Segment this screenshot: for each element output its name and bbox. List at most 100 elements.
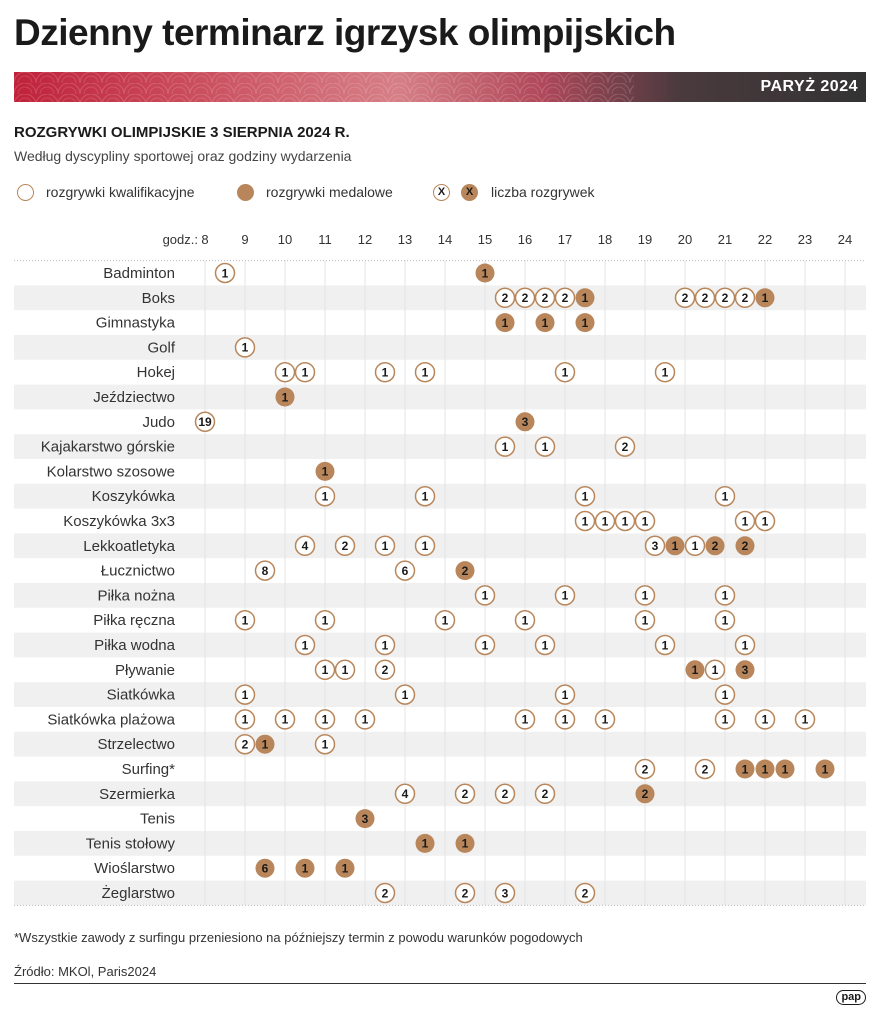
event-count-label: 1 [722,688,729,702]
event-count-label: 1 [242,713,249,727]
qualifying-event-dot [334,535,356,557]
discipline-label: Piłka wodna [94,637,176,654]
qualifying-event-dot [714,609,736,631]
medal-event-dot [355,809,375,829]
discipline-label: Siatkówka plażowa [47,711,175,728]
x-tick-label: 8 [201,232,208,247]
medal-event-dot [455,561,475,581]
qualifying-event-dot [554,287,576,309]
medal-event-dot [275,387,295,407]
row-stripe [14,831,866,856]
qualifying-event-dot [714,485,736,507]
event-count-label: 2 [542,291,549,305]
event-count-label: 2 [702,291,709,305]
medal-event-dot [755,288,775,308]
x-tick-label: 21 [718,232,732,247]
event-count-label: 2 [382,886,389,900]
event-count-label: 1 [582,514,589,528]
x-tick-label: 22 [758,232,772,247]
medal-event-dot [475,263,495,283]
event-count-label: 2 [542,787,549,801]
discipline-label: Surfing* [122,761,176,778]
event-count-label: 1 [422,490,429,504]
qualifying-event-dot [234,337,256,358]
event-count-label: 1 [262,738,269,752]
event-count-label: 2 [462,787,469,801]
event-count-label: 1 [662,366,669,380]
event-count-label: 3 [522,415,529,429]
event-count-label: 2 [502,291,509,305]
event-count-label: 19 [198,415,212,429]
qualifying-event-dot [494,287,516,309]
qualifying-event-dot [374,535,396,557]
qualifying-event-dot [234,733,256,755]
qualifying-event-dot [554,585,576,606]
qualifying-event-dot [704,659,726,681]
qualifying-event-dot [654,634,676,656]
qualifying-event-dot [374,659,396,681]
medal-event-dot [735,536,755,556]
event-count-label: 1 [422,366,429,380]
event-count-label: 6 [262,862,269,876]
qualifying-event-dot [514,609,536,631]
event-count-label: 6 [402,564,409,578]
event-count-label: 4 [302,539,309,553]
qualifying-event-dot [314,733,336,755]
event-count-label: 1 [742,514,749,528]
qualifying-event-dot [634,609,656,631]
x-tick-label: 19 [638,232,652,247]
x-tick-label: 18 [598,232,612,247]
event-count-label: 8 [262,564,269,578]
event-count-label: 2 [702,762,709,776]
x-tick-label: 13 [398,232,412,247]
event-count-label: 1 [722,614,729,628]
x-tick-label: 24 [838,232,852,247]
event-count-label: 1 [622,514,629,528]
event-count-label: 1 [322,713,329,727]
event-count-label: 1 [302,366,309,380]
footnote: *Wszystkie zawody z surfingu przeniesion… [14,930,583,945]
event-count-label: 1 [242,614,249,628]
event-count-label: 1 [382,638,389,652]
qualifying-event-dot [754,510,776,532]
legend-medal-label: rozgrywki medalowe [266,184,393,200]
discipline-label: Strzelectwo [97,736,175,753]
x-tick-label: 10 [278,232,292,247]
event-count-label: 1 [662,638,669,652]
qualifying-event-dot [794,709,816,730]
discipline-label: Badminton [103,265,175,282]
event-count-label: 1 [722,589,729,603]
event-count-label: 1 [282,390,289,404]
legend-qualifying-label: rozgrywki kwalifikacyjne [46,184,195,200]
event-count-label: 1 [522,713,529,727]
discipline-label: Tenis stołowy [86,835,176,852]
event-count-label: 1 [322,738,329,752]
event-count-label: 2 [462,564,469,578]
medal-event-dot [755,759,775,779]
event-count-label: 1 [422,539,429,553]
event-count-label: 1 [522,614,529,628]
qualifying-event-dot [374,882,396,904]
event-count-label: 2 [742,539,749,553]
event-count-label: 1 [782,762,789,776]
event-count-label: 1 [502,440,509,454]
medal-event-dot [415,833,435,853]
qualifying-event-dot [334,659,356,681]
qualifying-event-dot [234,709,256,730]
event-count-label: 1 [562,366,569,380]
discipline-label: Wioślarstwo [94,860,175,877]
qualifying-event-dot [494,436,516,457]
event-count-label: 2 [682,291,689,305]
qualifying-event-dot [494,882,516,904]
event-count-label: 1 [342,663,349,677]
event-count-label: 2 [642,762,649,776]
event-count-label: 1 [722,713,729,727]
discipline-label: Jeździectwo [93,389,175,406]
event-count-label: 1 [322,663,329,677]
x-tick-label: 17 [558,232,572,247]
event-count-label: 1 [762,713,769,727]
qualifying-event-dot [654,361,676,383]
event-count-label: 2 [502,787,509,801]
event-count-label: 1 [692,539,699,553]
event-count-label: 1 [762,762,769,776]
